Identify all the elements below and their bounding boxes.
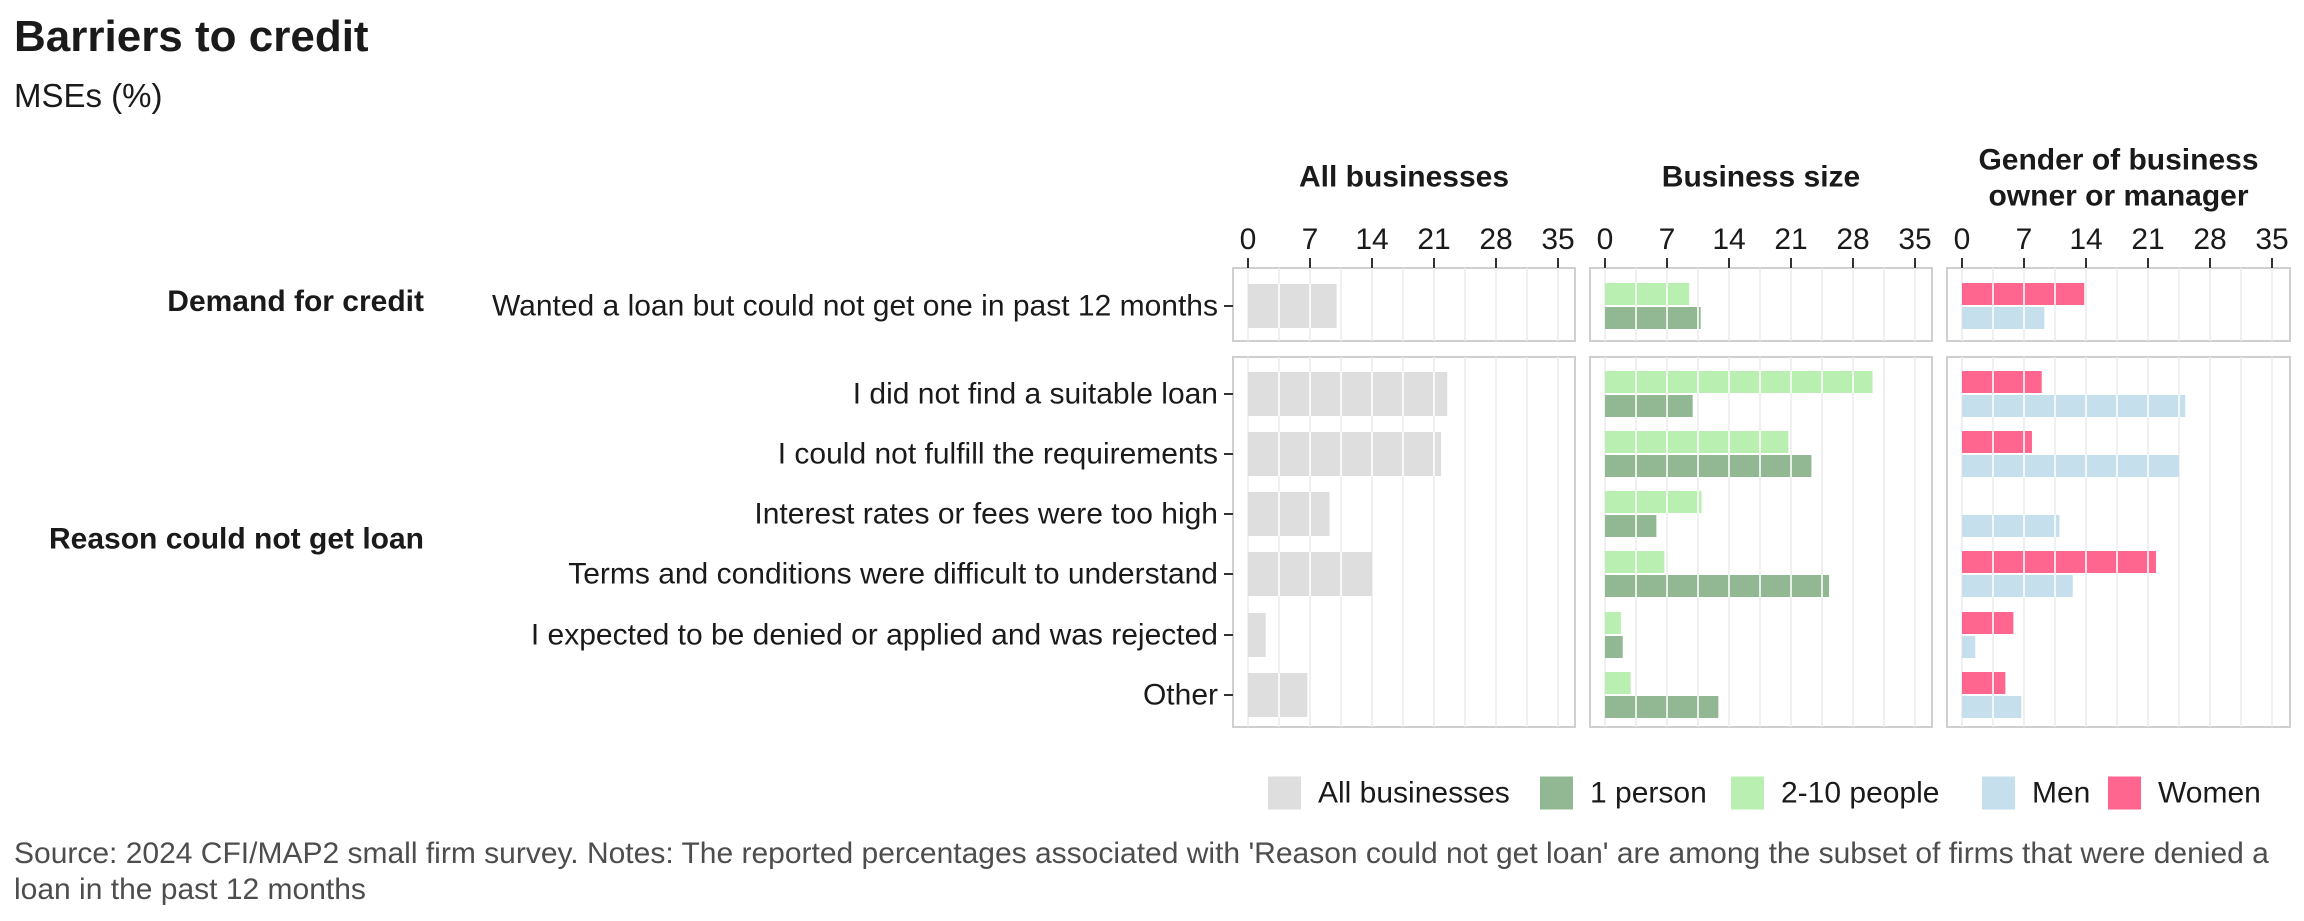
panel-title-size: Business size xyxy=(1662,161,1860,194)
bar-2-10-people xyxy=(1605,551,1665,573)
bar-1-person xyxy=(1605,636,1623,658)
row-label: Other xyxy=(1143,679,1218,712)
x-tick-label: 0 xyxy=(1597,223,1614,256)
bar-1-person xyxy=(1605,395,1693,417)
x-tick-label: 7 xyxy=(2016,223,2033,256)
panel-frame xyxy=(1232,356,1576,728)
row-label: Terms and conditions were difficult to u… xyxy=(568,558,1218,591)
bar-men xyxy=(1962,636,1976,658)
bar-all-businesses xyxy=(1248,613,1266,657)
bar-men xyxy=(1962,515,2060,537)
x-tick-label: 7 xyxy=(1302,223,1319,256)
legend-swatch xyxy=(1268,776,1301,810)
legend-label: All businesses xyxy=(1318,777,1510,810)
bar-all-businesses xyxy=(1248,492,1330,536)
bar-men xyxy=(1962,696,2022,718)
bar-1-person xyxy=(1605,575,1830,597)
x-tick-label: 0 xyxy=(1240,223,1257,256)
panel-title-all: All businesses xyxy=(1299,161,1509,194)
panel-title-gender: Gender of business xyxy=(1978,144,2258,177)
bar-2-10-people xyxy=(1605,672,1631,694)
legend-label: Women xyxy=(2158,777,2261,810)
x-tick-label: 28 xyxy=(1836,223,1869,256)
bar-2-10-people xyxy=(1605,431,1789,453)
legend-swatch xyxy=(1540,776,1573,810)
x-tick-label: 14 xyxy=(1355,223,1388,256)
legend-label: Men xyxy=(2032,777,2090,810)
x-tick-label: 0 xyxy=(1954,223,1971,256)
bar-all-businesses xyxy=(1248,432,1442,476)
bar-men xyxy=(1962,455,2179,477)
x-tick-label: 35 xyxy=(1898,223,1931,256)
bar-all-businesses xyxy=(1248,372,1448,416)
row-label: I could not fulfill the requirements xyxy=(778,438,1218,471)
bar-men xyxy=(1962,307,2045,329)
bar-2-10-people xyxy=(1605,612,1621,634)
legend-swatch xyxy=(1982,776,2015,810)
x-tick-label: 28 xyxy=(2193,223,2226,256)
bar-men xyxy=(1962,395,2186,417)
bar-2-10-people xyxy=(1605,283,1690,305)
bar-1-person xyxy=(1605,307,1701,329)
panel-frame xyxy=(1589,356,1933,728)
row-label: Wanted a loan but could not get one in p… xyxy=(492,290,1218,323)
x-tick-label: 7 xyxy=(1659,223,1676,256)
legend-label: 1 person xyxy=(1590,777,1707,810)
chart-title: Barriers to credit xyxy=(14,12,369,61)
group-label: Demand for credit xyxy=(167,285,424,318)
panel-title-gender: owner or manager xyxy=(1988,180,2248,213)
bar-women xyxy=(1962,371,2042,393)
bar-2-10-people xyxy=(1605,491,1702,513)
row-label: I did not find a suitable loan xyxy=(853,378,1218,411)
bar-men xyxy=(1962,575,2073,597)
group-label: Reason could not get loan xyxy=(49,523,424,556)
row-label: Interest rates or fees were too high xyxy=(754,498,1218,531)
x-tick-label: 14 xyxy=(1712,223,1745,256)
bar-1-person xyxy=(1605,515,1657,537)
bar-women xyxy=(1962,672,2006,694)
x-tick-label: 21 xyxy=(1417,223,1450,256)
x-tick-label: 21 xyxy=(1774,223,1807,256)
legend-swatch xyxy=(2108,776,2141,810)
bar-women xyxy=(1962,431,2032,453)
x-tick-label: 28 xyxy=(1479,223,1512,256)
row-label: I expected to be denied or applied and w… xyxy=(531,619,1218,652)
bar-women xyxy=(1962,612,2014,634)
bar-1-person xyxy=(1605,696,1719,718)
x-tick-label: 21 xyxy=(2131,223,2164,256)
chart-subtitle: MSEs (%) xyxy=(14,77,163,114)
bar-women xyxy=(1962,551,2156,573)
x-tick-label: 14 xyxy=(2069,223,2102,256)
panel-frame xyxy=(1946,356,2291,728)
legend-label: 2-10 people xyxy=(1781,777,1939,810)
bar-all-businesses xyxy=(1248,673,1308,717)
source-note: Source: 2024 CFI/MAP2 small firm survey.… xyxy=(14,837,2269,906)
x-tick-label: 35 xyxy=(2255,223,2288,256)
x-tick-label: 35 xyxy=(1541,223,1574,256)
bar-2-10-people xyxy=(1605,371,1873,393)
bar-all-businesses xyxy=(1248,284,1337,328)
legend-swatch xyxy=(1731,776,1764,810)
chart-canvas: All businesses 0 7 14 21 28 35 Business size 0 7 1… xyxy=(49,144,2291,810)
